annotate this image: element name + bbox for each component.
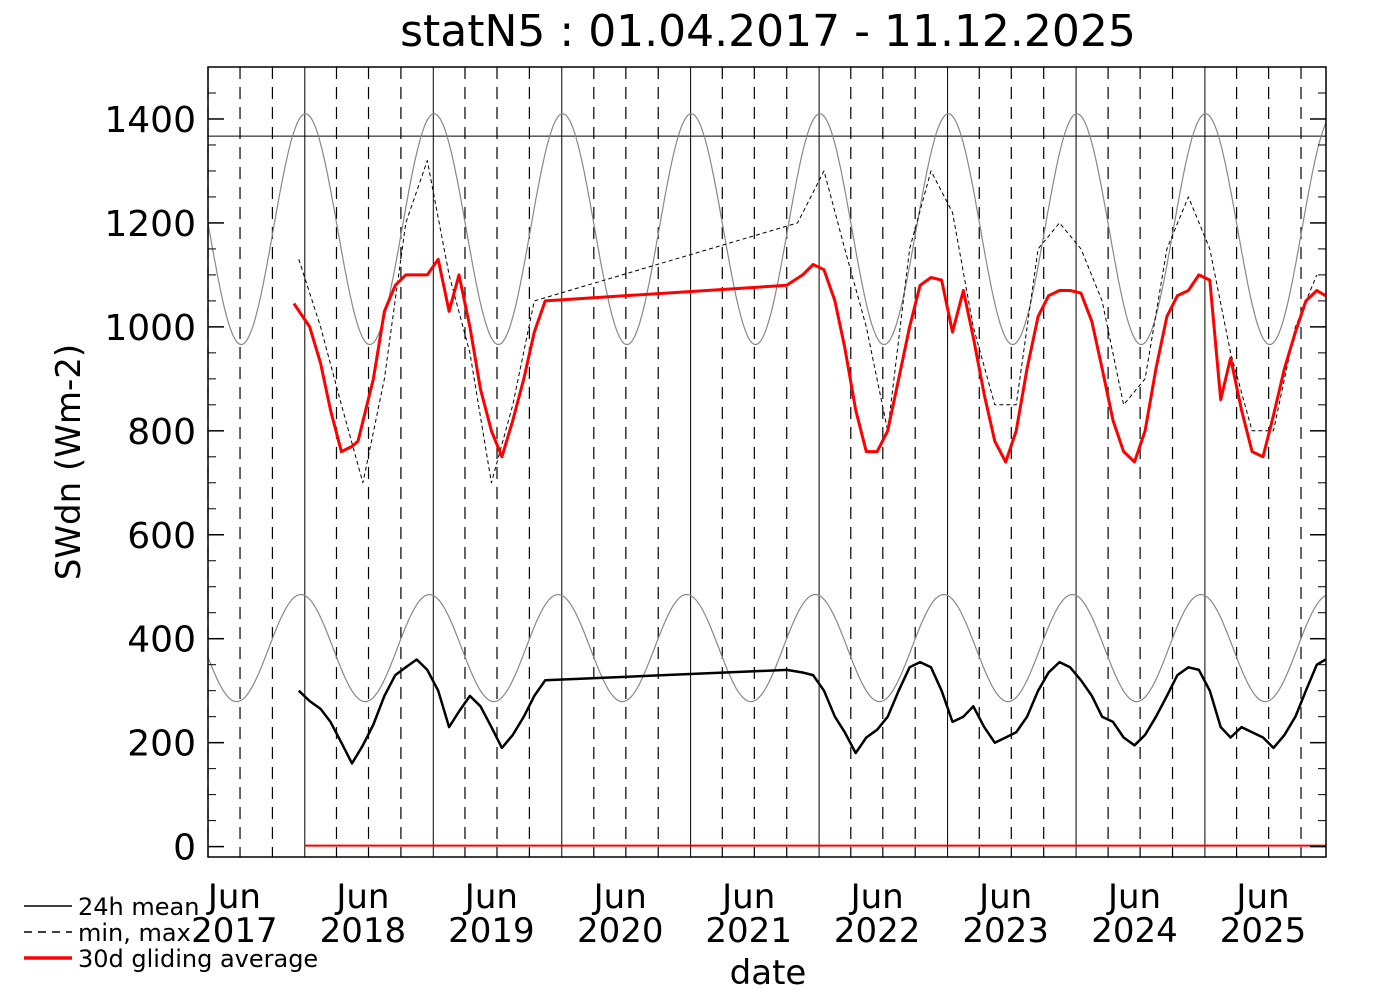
series-min-max — [298, 160, 1318, 484]
y-tick-label: 800 — [127, 412, 196, 453]
y-tick-label: 1400 — [104, 100, 196, 141]
toa-max-curve — [208, 113, 1326, 346]
y-tick-label: 600 — [127, 516, 196, 557]
y-tick-label: 200 — [127, 724, 196, 765]
x-tick-month: Jun — [206, 877, 261, 917]
series-24h-mean — [297, 658, 1326, 765]
toa-mean-curve — [208, 593, 1326, 703]
legend-label: 30d gliding average — [78, 945, 318, 973]
x-tick-month: Jun — [720, 877, 775, 917]
vertical-grid — [207, 67, 1326, 857]
chart-title: statN5 : 01.04.2017 - 11.12.2025 — [400, 6, 1136, 57]
x-tick-month: Jun — [977, 877, 1032, 917]
series-30d-gliding-average — [292, 257, 1326, 464]
y-axis: 0 200 400 600 800 1000 1200 1400 — [104, 66, 1326, 869]
y-tick-label: 400 — [127, 620, 196, 661]
x-tick-month: Jun — [1234, 877, 1289, 917]
y-tick-label: 1000 — [104, 308, 196, 349]
x-tick-year: 2024 — [1091, 911, 1178, 951]
x-tick-year: 2023 — [962, 911, 1049, 951]
series-layer — [292, 160, 1326, 847]
x-tick-year: 2018 — [320, 911, 407, 951]
x-tick-month: Jun — [1106, 877, 1161, 917]
x-tick-month: Jun — [849, 877, 904, 917]
x-tick-year: 2022 — [834, 911, 921, 951]
y-axis-label: SWdn (Wm-2) — [49, 344, 89, 580]
x-tick-month: Jun — [592, 877, 647, 917]
y-tick-label: 1200 — [104, 204, 196, 245]
x-tick-year: 2019 — [448, 911, 535, 951]
legend-label: 24h mean — [78, 893, 199, 921]
legend-label: min, max — [78, 919, 191, 947]
x-axis: Jun2017Jun2018Jun2019Jun2020Jun2021Jun20… — [191, 877, 1306, 951]
y-tick-label: 0 — [173, 828, 196, 869]
x-tick-month: Jun — [334, 877, 389, 917]
x-tick-year: 2021 — [705, 911, 792, 951]
plot-frame — [207, 66, 1327, 858]
x-tick-month: Jun — [463, 877, 518, 917]
x-axis-label: date — [730, 953, 807, 992]
x-tick-year: 2025 — [1220, 911, 1307, 951]
x-tick-year: 2020 — [577, 911, 664, 951]
theoretical-curves — [208, 113, 1326, 703]
x-tick-year: 2017 — [191, 911, 278, 951]
